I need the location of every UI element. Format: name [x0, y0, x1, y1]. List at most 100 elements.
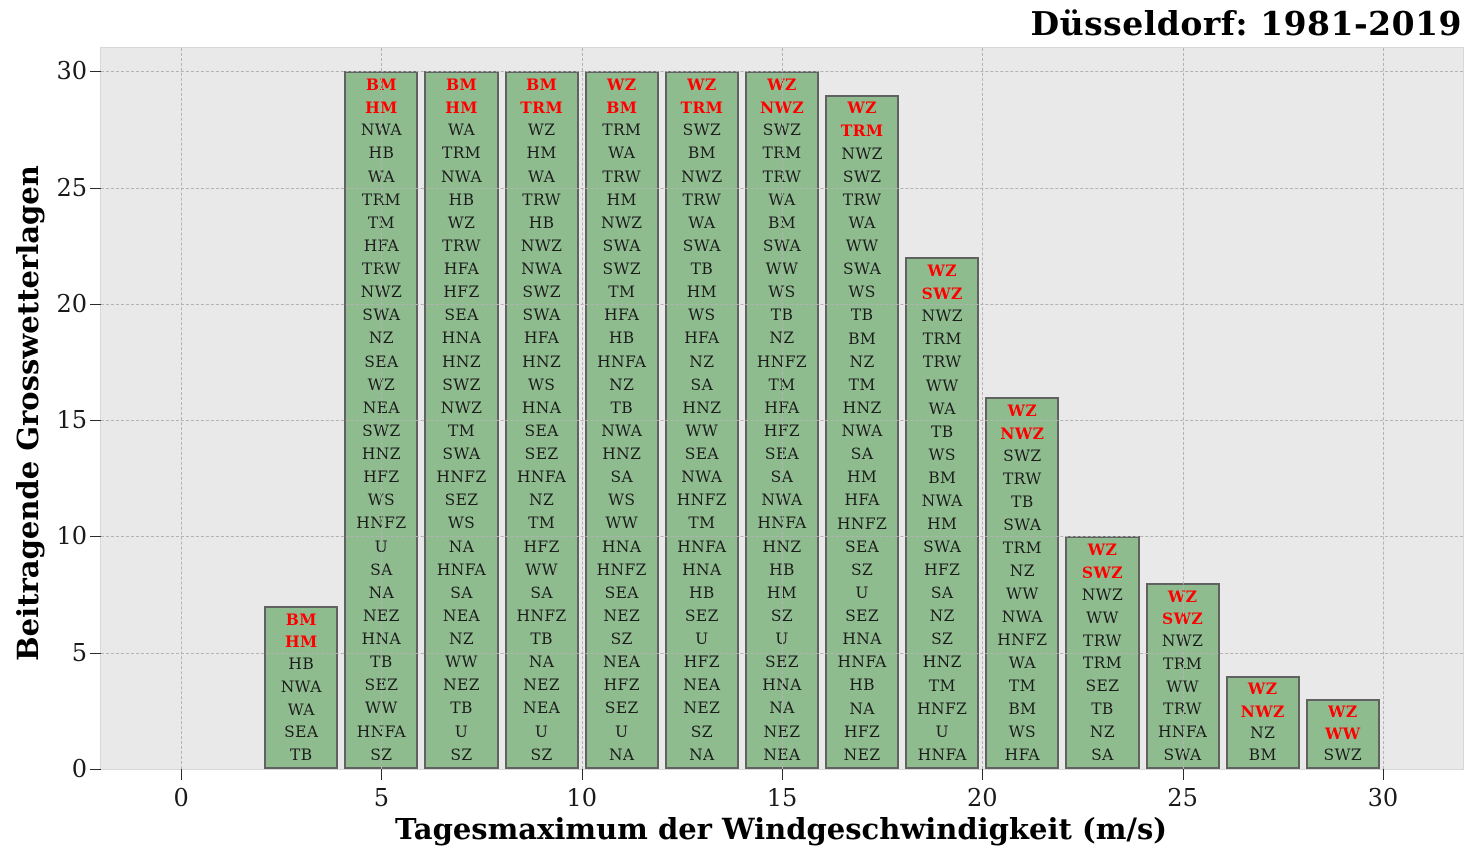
v-gridline — [1382, 48, 1384, 769]
bar-label: WW — [1325, 724, 1361, 744]
bar: WZ TRM NWZ SWZ TRW WA WW SWA WS TB BM NZ TM HNZ NWA SA H… — [825, 94, 900, 769]
bar: WZ NWZ SWZ TRM TRW WA BM SWA WW WS TB NZ HNFZ TM HFA HF… — [744, 71, 820, 769]
bar-label: WA — [1008, 653, 1036, 672]
bar-label: WA — [688, 213, 716, 232]
bar-label: SWZ — [1323, 746, 1363, 765]
bar-label: HFA — [604, 306, 640, 325]
bar-label: HNFZ — [516, 606, 567, 625]
bar-label: BM — [767, 213, 797, 232]
bar-label: HNFA — [677, 537, 727, 556]
bar-label: NWZ — [1161, 632, 1204, 651]
bar-label: SEZ — [524, 445, 559, 464]
bar-label: WZ — [927, 261, 957, 281]
bar-label: WS — [367, 491, 396, 510]
bar-label: NEA — [763, 745, 801, 764]
bar-label: SEZ — [845, 607, 880, 626]
bar-label: HNFZ — [436, 468, 487, 487]
bar-label: TB — [450, 699, 473, 718]
bar-label: SA — [850, 445, 874, 464]
bar-label: TRM — [840, 121, 884, 141]
bar-label: WZ — [527, 121, 556, 140]
y-tick — [90, 536, 101, 538]
bar-label: HFA — [443, 260, 480, 279]
bar-label: TRW — [522, 190, 562, 209]
bar-label: SWA — [442, 445, 481, 464]
y-axis-label-container: Beitragende Grosswetterlagen — [8, 13, 48, 813]
bar-label: NWA — [921, 491, 963, 510]
bar-label: TB — [1011, 492, 1034, 511]
bar-label: HNZ — [602, 445, 642, 464]
bar-label: HM — [284, 632, 318, 652]
bar-label: SA — [930, 584, 954, 603]
bar-label: BM — [687, 144, 716, 163]
bar-label: HM — [526, 144, 557, 163]
bar-label: BM — [606, 98, 638, 118]
bar-label: HNFA — [917, 745, 967, 764]
bar-label: U — [935, 722, 949, 741]
bar-label: HM — [606, 190, 637, 209]
bar-label: HM — [927, 514, 958, 533]
bar-label: HNFZ — [917, 699, 968, 718]
bar-label: HNFZ — [837, 514, 888, 533]
bar-label: SWA — [762, 236, 802, 255]
y-tick-label: 15 — [56, 406, 87, 435]
x-tick — [1382, 769, 1384, 780]
bar-label: TRM — [361, 190, 401, 209]
bar-label: TRW — [762, 167, 802, 186]
bar-label: WA — [608, 144, 636, 163]
bar-label: SEZ — [1085, 677, 1120, 696]
bar-label: HNA — [762, 676, 802, 695]
bar-label: WA — [928, 399, 956, 418]
bar-label: SWA — [682, 236, 721, 255]
bar-label: NA — [368, 583, 395, 602]
x-tick — [982, 769, 984, 780]
bar: BM HM HB NWA WA SEA TB — [264, 606, 339, 769]
bar-label: SEA — [684, 445, 720, 464]
bar-label: HFZ — [363, 468, 400, 487]
y-tick — [90, 71, 101, 73]
bar-label: WW — [1006, 584, 1039, 603]
bar-label: TRW — [442, 236, 481, 255]
y-tick-label: 10 — [56, 522, 87, 551]
bar-label: NEZ — [683, 699, 721, 718]
bar-label: NWZ — [681, 167, 723, 186]
bar-label: NEA — [683, 676, 721, 695]
bar-label: SA — [770, 468, 794, 487]
bar-label: HNZ — [842, 398, 882, 417]
x-tick — [782, 769, 783, 780]
bar-label: WZ — [447, 213, 476, 232]
bar-label: HB — [368, 144, 395, 163]
bar-label: HB — [849, 676, 875, 695]
bar-label: SWZ — [1003, 446, 1042, 465]
bar-label: HNFA — [837, 653, 887, 672]
bar-label: HM — [686, 283, 717, 302]
bar-label: NEZ — [523, 676, 561, 695]
bar-label: NWZ — [1081, 585, 1124, 604]
bar-label: BM — [928, 468, 957, 487]
y-tick-label: 0 — [71, 755, 87, 783]
bar-label: HNZ — [441, 352, 482, 371]
bar-label: NWA — [761, 491, 803, 510]
bar-label: HFZ — [603, 676, 640, 695]
bar-label: U — [374, 537, 389, 556]
bar-label: WW — [365, 699, 398, 718]
bar-label: NWZ — [601, 213, 643, 232]
x-tick-label: 0 — [173, 784, 189, 812]
bar-label: SA — [610, 468, 634, 487]
bar-label: NA — [689, 745, 715, 764]
bar-label: TRM — [602, 121, 642, 140]
bar-label: SWZ — [442, 375, 481, 394]
bar-label: HNFA — [1157, 723, 1208, 742]
bar-label: SEA — [764, 445, 800, 464]
bar-label: TRM — [1163, 654, 1203, 673]
bar-label: NEA — [442, 606, 481, 625]
bar-label: U — [855, 583, 869, 602]
bar-label: SA — [370, 560, 393, 579]
bar-label: WS — [768, 283, 796, 302]
bar-label: U — [615, 722, 629, 741]
bar-label: NZ — [609, 375, 635, 394]
bar-label: WZ — [1087, 540, 1118, 560]
bar-label: WW — [525, 560, 558, 579]
bar-label: SZ — [450, 745, 473, 764]
bar: WZ SWZ NWZ TRM WW TRW HNFA SWA — [1145, 582, 1220, 769]
